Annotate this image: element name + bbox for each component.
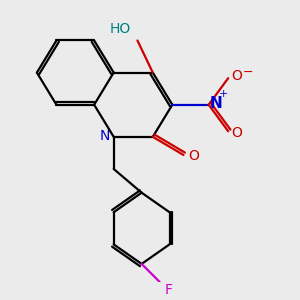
Text: HO: HO — [109, 22, 130, 36]
Text: F: F — [165, 284, 173, 298]
Text: N: N — [100, 129, 110, 143]
Text: −: − — [243, 65, 254, 79]
Text: N: N — [210, 96, 223, 111]
Text: O: O — [188, 149, 200, 164]
Text: O: O — [232, 69, 242, 83]
Text: +: + — [218, 89, 228, 99]
Text: O: O — [232, 126, 242, 140]
